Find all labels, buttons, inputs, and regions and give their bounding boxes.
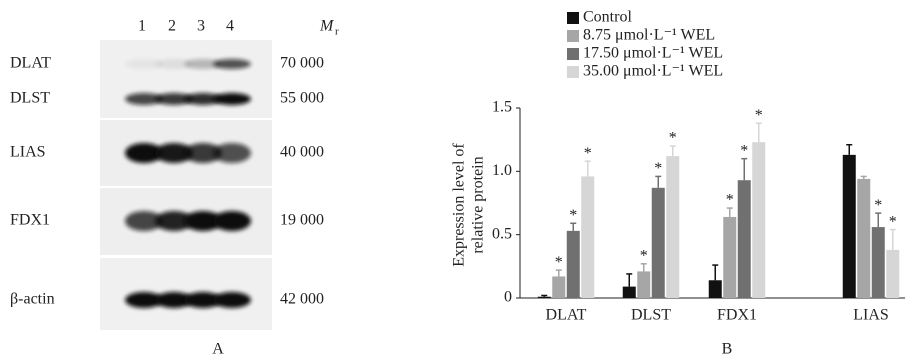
x-tick-label: FDX1 bbox=[717, 307, 757, 324]
legend-swatch bbox=[567, 66, 579, 78]
significance: * bbox=[569, 207, 577, 224]
legend-swatch bbox=[567, 30, 579, 42]
bar bbox=[709, 280, 722, 298]
significance: * bbox=[740, 142, 748, 159]
lane-label: 2 bbox=[168, 18, 176, 35]
bar bbox=[538, 297, 551, 298]
protein-label: DLST bbox=[10, 90, 50, 107]
mr-value: 19 000 bbox=[280, 212, 324, 229]
mr-value: 40 000 bbox=[280, 144, 324, 161]
lane-label: 1 bbox=[138, 18, 146, 35]
blot-band bbox=[213, 143, 251, 163]
mr-value: 70 000 bbox=[280, 55, 324, 72]
significance: * bbox=[726, 192, 734, 209]
mr-label: M bbox=[319, 18, 335, 35]
panel-label: B bbox=[722, 341, 733, 358]
protein-label: LIAS bbox=[10, 144, 46, 161]
significance: * bbox=[555, 254, 563, 271]
bar bbox=[843, 155, 856, 298]
blot-band bbox=[213, 93, 251, 105]
significance: * bbox=[669, 130, 677, 147]
page: A B M r 1 2 3 4 DLAT 70 000 DLST 55 000 LIAS 40 0… bbox=[0, 0, 905, 361]
significance: * bbox=[755, 107, 763, 124]
legend-label: 17.50 μmol·L⁻¹ WEL bbox=[583, 45, 723, 62]
blot-band bbox=[213, 292, 251, 308]
bar bbox=[623, 287, 636, 298]
bar bbox=[723, 217, 736, 298]
y-axis-label: Expression level of bbox=[451, 143, 468, 267]
significance: * bbox=[654, 160, 662, 177]
significance: * bbox=[874, 197, 882, 214]
y-tick-label: 0 bbox=[504, 289, 512, 306]
bar bbox=[666, 156, 679, 298]
x-tick-label: DLST bbox=[631, 307, 671, 324]
bar bbox=[872, 227, 885, 298]
bar bbox=[552, 276, 565, 298]
legend-swatch bbox=[567, 48, 579, 60]
legend-swatch bbox=[567, 12, 579, 24]
mr-sub: r bbox=[335, 26, 339, 38]
significance: * bbox=[889, 213, 897, 230]
figure: A B M r 1 2 3 4 DLAT 70 000 DLST 55 000 LIAS 40 0… bbox=[0, 0, 905, 361]
protein-label: FDX1 bbox=[10, 212, 50, 229]
significance: * bbox=[640, 247, 648, 264]
legend-label: 35.00 μmol·L⁻¹ WEL bbox=[583, 63, 723, 80]
blot-band bbox=[213, 59, 251, 69]
bar bbox=[581, 176, 594, 298]
y-tick-label: 1.5 bbox=[492, 99, 512, 116]
bar bbox=[567, 231, 580, 298]
lane-label: 3 bbox=[197, 18, 205, 35]
legend-label: 8.75 μmol·L⁻¹ WEL bbox=[583, 27, 715, 44]
mr-value: 42 000 bbox=[280, 291, 324, 308]
legend-label: Control bbox=[583, 9, 632, 26]
bar bbox=[738, 180, 751, 298]
bar bbox=[752, 142, 765, 298]
bar bbox=[857, 179, 870, 298]
protein-label: DLAT bbox=[10, 55, 51, 72]
bar bbox=[637, 271, 650, 298]
y-axis-label: relative protein bbox=[470, 156, 487, 253]
significance: * bbox=[584, 145, 592, 162]
bar bbox=[886, 250, 899, 298]
bar bbox=[652, 188, 665, 298]
blot-band bbox=[213, 211, 251, 231]
x-tick-label: LIAS bbox=[853, 307, 889, 324]
protein-label: β-actin bbox=[10, 291, 55, 308]
mr-value: 55 000 bbox=[280, 90, 324, 107]
panel-label: A bbox=[212, 341, 224, 358]
lane-label: 4 bbox=[226, 18, 234, 35]
blot-box bbox=[100, 40, 272, 118]
y-tick-label: 1.0 bbox=[492, 162, 512, 179]
y-tick-label: 0.5 bbox=[492, 225, 512, 242]
x-tick-label: DLAT bbox=[546, 307, 587, 324]
